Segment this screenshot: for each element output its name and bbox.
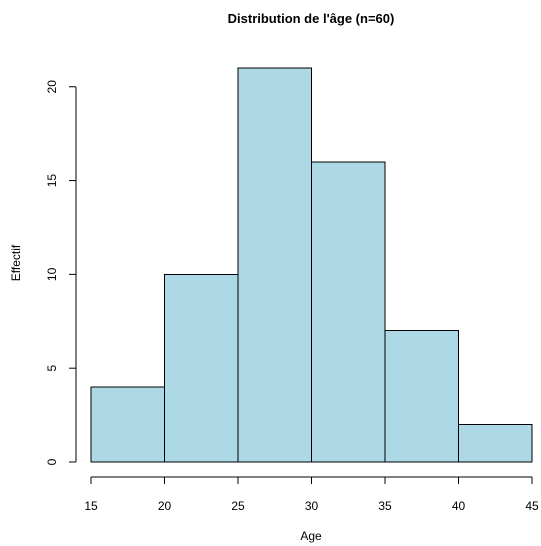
bars-group: [90, 67, 533, 463]
y-tick-label-0: 0: [45, 458, 59, 465]
histogram-bar-35-40: [384, 330, 459, 463]
x-tick-label-30: 30: [305, 499, 319, 513]
histogram-bar-15-20: [90, 386, 165, 463]
x-tick-label-20: 20: [158, 499, 172, 513]
x-tick-label-25: 25: [231, 499, 245, 513]
y-tick-label-20: 20: [45, 80, 59, 94]
x-axis: 15 20 25 30 35 40 45: [84, 476, 539, 513]
histogram-bar-40-45: [458, 423, 533, 463]
x-tick-label-45: 45: [525, 499, 539, 513]
x-tick-label-35: 35: [378, 499, 392, 513]
y-tick-label-10: 10: [45, 267, 59, 281]
histogram-bar-30-35: [311, 161, 386, 463]
y-axis-label: Effectif: [9, 244, 23, 281]
y-axis: 0 5 10 15 20: [45, 80, 77, 465]
y-tick-label-5: 5: [45, 365, 59, 372]
x-tick-label-15: 15: [84, 499, 98, 513]
x-tick-label-40: 40: [452, 499, 466, 513]
chart-title: Distribution de l'âge (n=60): [228, 11, 395, 26]
x-axis-label: Age: [300, 529, 322, 543]
y-tick-label-15: 15: [45, 174, 59, 188]
histogram-bar-25-30: [237, 67, 312, 463]
histogram-bar-20-25: [164, 273, 239, 463]
